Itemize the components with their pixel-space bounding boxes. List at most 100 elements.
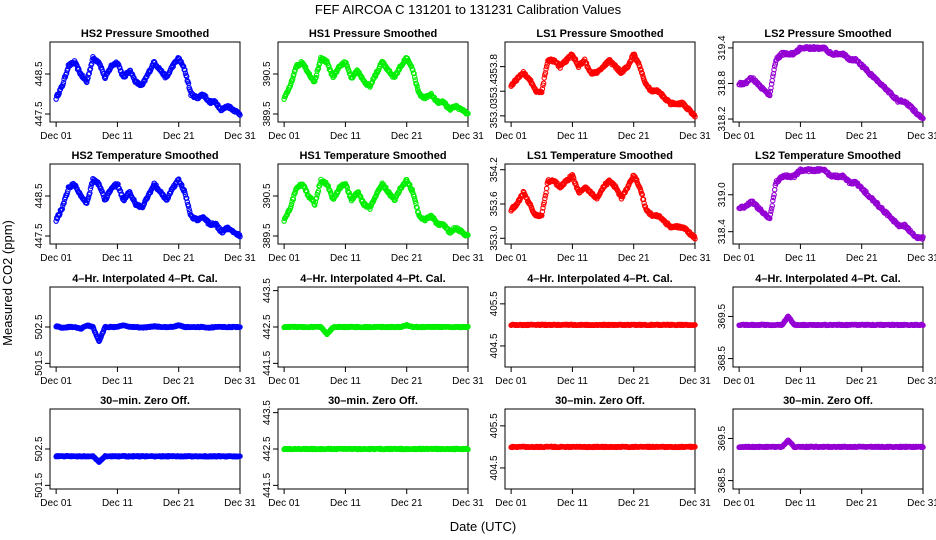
y-tick-label: 405.5 bbox=[489, 413, 500, 438]
panel-title: HS2 Temperature Smoothed bbox=[71, 150, 218, 162]
x-tick-label: Dec 01 bbox=[723, 253, 755, 264]
y-tick-label: 353.0 bbox=[489, 225, 500, 250]
y-tick-label: 390.5 bbox=[262, 61, 273, 86]
data-point bbox=[920, 115, 926, 122]
data-point bbox=[334, 69, 340, 75]
panel-title: HS1 Pressure Smoothed bbox=[309, 28, 437, 40]
y-tick-label: 442.5 bbox=[262, 314, 273, 339]
data-point bbox=[414, 83, 420, 89]
x-tick-label: Dec 31 bbox=[679, 253, 711, 264]
data-point bbox=[180, 63, 187, 70]
x-tick-label: Dec 11 bbox=[557, 131, 588, 142]
data-point bbox=[539, 86, 546, 92]
x-tick-label: Dec 11 bbox=[102, 253, 133, 264]
x-tick-label: Dec 31 bbox=[452, 498, 484, 509]
data-point bbox=[543, 66, 549, 72]
panel-10: 4–Hr. Interpolated 4–Pt. Cal.Dec 01 Dec 1… bbox=[262, 273, 484, 387]
data-point bbox=[182, 67, 188, 73]
x-tick-label: Dec 01 bbox=[495, 498, 527, 509]
panel-11: 4–Hr. Interpolated 4–Pt. Cal.Dec 01 Dec 1… bbox=[489, 273, 711, 387]
y-tick-label: 369.5 bbox=[717, 304, 728, 329]
x-tick-label: Dec 31 bbox=[679, 376, 711, 387]
x-tick-label: Dec 31 bbox=[907, 376, 936, 387]
data-point bbox=[411, 74, 418, 80]
x-tick-label: Dec 31 bbox=[224, 376, 256, 387]
y-tick-label: 318.8 bbox=[717, 71, 728, 96]
panel-title: LS1 Temperature Smoothed bbox=[527, 150, 673, 162]
data-point bbox=[543, 63, 550, 70]
panel-title: 30–min. Zero Off. bbox=[328, 395, 418, 407]
x-tick-label: Dec 31 bbox=[452, 376, 484, 387]
x-tick-label: Dec 21 bbox=[846, 253, 878, 264]
data-point bbox=[281, 96, 287, 102]
data-point bbox=[770, 73, 776, 79]
x-tick-label: Dec 11 bbox=[330, 498, 361, 509]
x-tick-label: Dec 31 bbox=[452, 131, 484, 142]
x-tick-label: Dec 11 bbox=[785, 376, 816, 387]
plot-frame bbox=[504, 163, 696, 245]
data-point bbox=[692, 113, 698, 120]
y-tick-label: 502.5 bbox=[34, 314, 45, 339]
x-tick-label: Dec 01 bbox=[40, 376, 72, 387]
y-tick-label: 389.5 bbox=[262, 101, 273, 126]
data-point bbox=[346, 68, 352, 75]
plot-frame bbox=[49, 41, 241, 123]
x-tick-label: Dec 11 bbox=[785, 253, 816, 264]
panel-9: 4–Hr. Interpolated 4–Pt. Cal.Dec 01 Dec 1… bbox=[34, 273, 256, 387]
x-tick-label: Dec 01 bbox=[495, 253, 527, 264]
x-tick-label: Dec 01 bbox=[40, 131, 72, 142]
x-tick-label: Dec 31 bbox=[907, 131, 936, 142]
x-tick-label: Dec 11 bbox=[102, 498, 133, 509]
data-point bbox=[60, 79, 67, 86]
x-tick-label: Dec 21 bbox=[846, 376, 878, 387]
panel-title: 4–Hr. Interpolated 4–Pt. Cal. bbox=[300, 273, 446, 285]
panel-16: 30–min. Zero Off.Dec 01 Dec 11 Dec 21 Dec 3… bbox=[717, 395, 936, 509]
y-tick-label: 448.5 bbox=[34, 61, 45, 86]
x-tick-label: Dec 01 bbox=[723, 376, 755, 387]
data-point bbox=[767, 88, 774, 95]
plot-frame bbox=[277, 41, 469, 123]
y-tick-label: 443.5 bbox=[262, 400, 273, 425]
x-tick-label: Dec 31 bbox=[679, 498, 711, 509]
x-tick-label: Dec 21 bbox=[618, 376, 650, 387]
x-tick-label: Dec 31 bbox=[224, 253, 256, 264]
x-tick-label: Dec 01 bbox=[723, 131, 755, 142]
panel-13: 30–min. Zero Off.Dec 01 Dec 11 Dec 21 Dec 3… bbox=[34, 395, 256, 509]
data-point bbox=[769, 203, 775, 209]
y-tick-label: 442.5 bbox=[262, 436, 273, 461]
x-tick-label: Dec 01 bbox=[268, 376, 300, 387]
data-point bbox=[465, 110, 471, 117]
data-point bbox=[313, 74, 319, 81]
panel-title: HS2 Pressure Smoothed bbox=[81, 28, 209, 40]
panel-title: LS2 Pressure Smoothed bbox=[764, 28, 891, 40]
y-tick-label: 353.0 bbox=[489, 103, 500, 128]
data-point bbox=[639, 70, 646, 77]
y-tick-label: 318.2 bbox=[717, 106, 728, 131]
panel-title: LS2 Temperature Smoothed bbox=[755, 150, 901, 162]
y-tick-label: 389.5 bbox=[262, 223, 273, 248]
y-tick-label: 404.5 bbox=[489, 455, 500, 480]
plot-frame bbox=[49, 408, 241, 490]
panel-title: 30–min. Zero Off. bbox=[783, 395, 873, 407]
y-tick-label: 441.5 bbox=[262, 472, 273, 497]
x-tick-label: Dec 21 bbox=[163, 131, 195, 142]
panel-14: 30–min. Zero Off.Dec 01 Dec 11 Dec 21 Dec 3… bbox=[262, 395, 484, 509]
y-tick-label: 501.5 bbox=[34, 350, 45, 375]
x-tick-label: Dec 31 bbox=[679, 131, 711, 142]
x-tick-label: Dec 11 bbox=[785, 498, 816, 509]
y-tick-label: 501.5 bbox=[34, 472, 45, 497]
y-tick-label: 319.0 bbox=[717, 182, 728, 207]
data-point bbox=[637, 64, 643, 70]
x-tick-label: Dec 01 bbox=[495, 376, 527, 387]
x-tick-label: Dec 01 bbox=[40, 253, 72, 264]
x-tick-label: Dec 11 bbox=[557, 253, 588, 264]
y-tick-label: 368.5 bbox=[717, 468, 728, 493]
y-tick-label: 319.4 bbox=[717, 35, 728, 60]
figure-title: FEF AIRCOA C 131201 to 131231 Calibratio… bbox=[315, 2, 622, 17]
x-tick-label: Dec 21 bbox=[846, 498, 878, 509]
x-tick-label: Dec 01 bbox=[723, 498, 755, 509]
plot-frame bbox=[504, 41, 696, 123]
